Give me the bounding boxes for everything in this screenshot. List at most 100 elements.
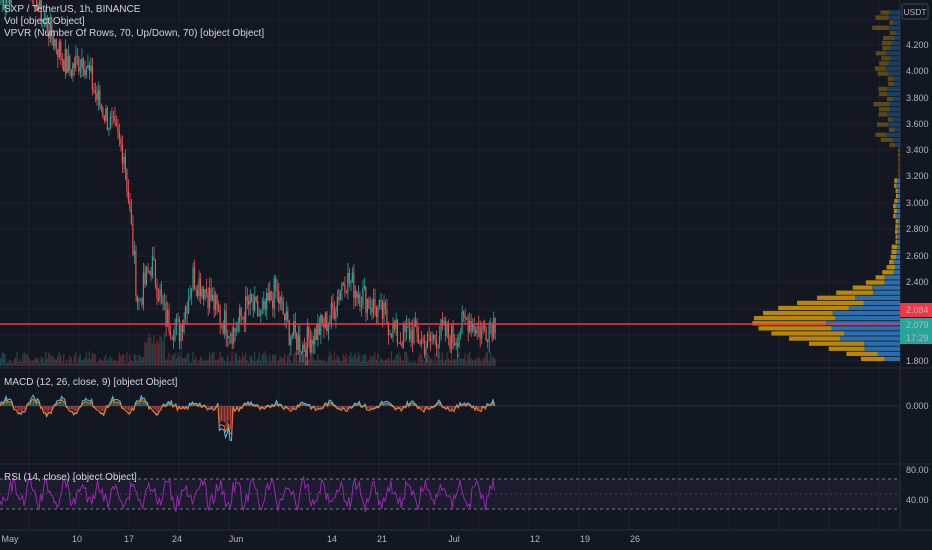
candle [237, 322, 239, 331]
candle [269, 291, 271, 301]
candle [314, 328, 316, 345]
macd-bar [425, 406, 427, 408]
volume-profile-up [831, 326, 900, 331]
volume-profile-down [865, 280, 885, 285]
macd-bar [33, 398, 35, 406]
macd-bar [135, 404, 137, 406]
rsi-indicator-label[interactable]: RSI (14, close) [object Object] [4, 472, 137, 483]
macd-bar [428, 406, 430, 409]
volume-bar [217, 359, 220, 366]
last-price-tag [900, 318, 932, 344]
volume-bar [159, 335, 161, 366]
volume-bar [63, 354, 65, 366]
volume-bar [75, 352, 77, 366]
candle [450, 325, 453, 350]
volume-bar [351, 357, 353, 366]
volume-profile-down [778, 305, 849, 311]
candle [282, 300, 284, 314]
volume-bar [13, 359, 15, 366]
candle [90, 65, 92, 71]
currency-badge-label[interactable]: USDT [903, 7, 926, 17]
candle [166, 309, 169, 327]
volume-profile-up [890, 56, 900, 61]
volume-profile-down [898, 152, 900, 158]
candle [377, 306, 379, 318]
candle [297, 335, 299, 350]
volume-bar [171, 355, 173, 366]
macd-bar [112, 399, 114, 406]
candle [202, 288, 205, 299]
volume-bar [226, 355, 229, 366]
price-axis-label: 1.800 [906, 356, 929, 366]
candle [168, 309, 170, 332]
macd-indicator-label[interactable]: MACD (12, 26, close, 9) [object Object] [4, 377, 178, 388]
macd-bar [228, 406, 230, 421]
time-axis-label: 19 [580, 534, 590, 544]
volume-bar [166, 358, 169, 366]
macd-bar [180, 406, 182, 408]
candle [211, 294, 214, 301]
candle [290, 337, 292, 346]
volume-bar [103, 357, 105, 366]
candle [144, 272, 146, 285]
volume-bar [287, 355, 289, 366]
volume-bar [220, 356, 223, 366]
volume-indicator-label[interactable]: Vol [object Object] [4, 16, 85, 27]
candle [474, 330, 477, 334]
volume-bar [293, 353, 295, 366]
candle [285, 311, 287, 321]
symbol-title[interactable]: SXP / TetherUS, 1h, BINANCE [4, 4, 141, 15]
candle [157, 298, 160, 301]
volume-bar [455, 358, 457, 366]
volume-bar [180, 351, 182, 366]
volume-bar [169, 361, 172, 366]
macd-bar [207, 406, 209, 409]
volume-bar [428, 354, 430, 366]
macd-bar [157, 406, 159, 412]
candle [480, 328, 483, 339]
volume-bar [281, 357, 283, 366]
macd-bar [426, 406, 428, 407]
candle [356, 290, 358, 298]
candle [401, 343, 403, 348]
volume-profile-up [893, 76, 900, 81]
macd-bar [49, 406, 51, 411]
volume-bar [443, 362, 445, 366]
candle [163, 302, 166, 304]
macd-bar [3, 403, 5, 406]
volume-profile-up [897, 239, 900, 244]
candle [129, 201, 131, 210]
macd-bar [254, 405, 256, 406]
candle [210, 288, 212, 301]
candle [223, 310, 226, 334]
macd-bar [40, 406, 42, 408]
volume-bar [407, 357, 409, 366]
volume-profile-down [895, 224, 899, 229]
volume-bar [483, 357, 486, 366]
volume-profile-up [848, 305, 900, 311]
candle [476, 326, 478, 334]
candle [49, 16, 51, 39]
candle [305, 349, 307, 357]
macd-bar [291, 406, 293, 410]
candle [369, 307, 371, 309]
volume-bar [464, 353, 466, 366]
candle [246, 296, 248, 301]
candle [380, 299, 382, 301]
vpvr-indicator-label[interactable]: VPVR (Number Of Rows, 70, Up/Down, 70) [… [4, 28, 265, 39]
candle [455, 343, 457, 346]
volume-bar [136, 361, 138, 366]
volume-bar [100, 359, 102, 366]
candle [141, 298, 143, 305]
last-price-tag-label: 2.079 [906, 320, 929, 330]
candle [434, 334, 436, 341]
currency-badge[interactable] [901, 3, 929, 20]
volume-profile-down [890, 254, 896, 260]
candle [321, 315, 323, 323]
candle [147, 267, 149, 272]
candle [350, 281, 352, 284]
volume-bar [332, 360, 334, 366]
volume-profile-down [758, 326, 832, 331]
macd-bar [219, 406, 221, 423]
